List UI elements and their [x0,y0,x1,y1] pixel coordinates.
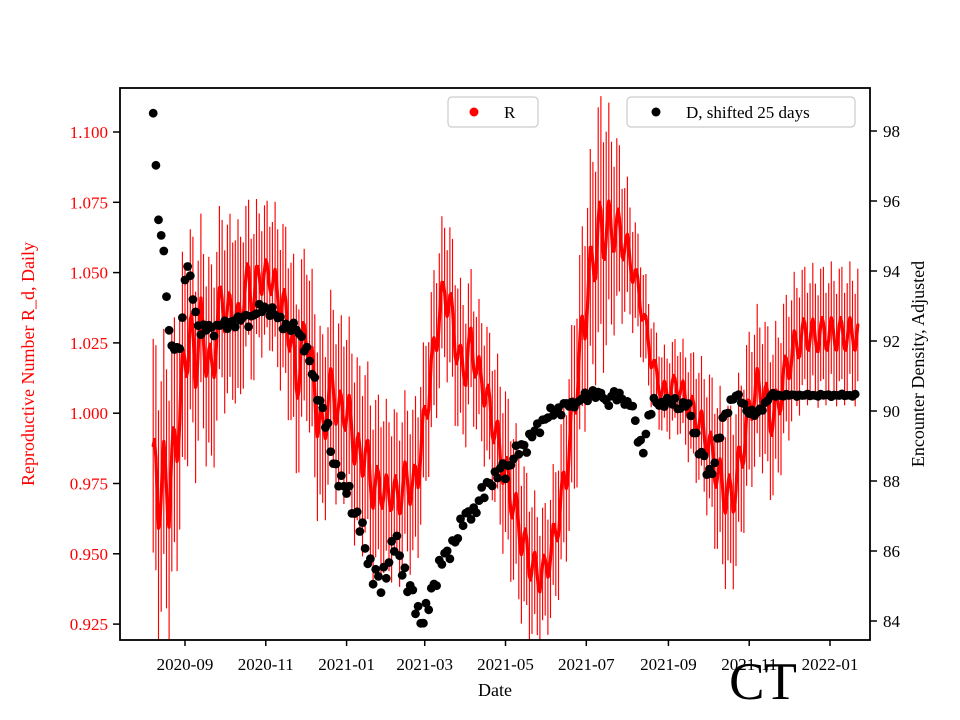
right-tick-label: 90 [883,402,900,421]
right-tick-label: 86 [883,542,900,561]
left-tick-label: 1.025 [70,334,108,353]
right-tick-label: 94 [883,262,901,281]
right-tick-label: 98 [883,122,900,141]
region-label: CT [729,653,797,711]
y-axis-label-left: Reproductive Number R_d, Daily [18,242,38,486]
x-tick-label: 2021-01 [318,655,375,674]
left-tick-label: 0.975 [70,475,108,494]
black-scatter-series [148,108,860,628]
left-tick-label: 1.100 [70,123,108,142]
x-tick-label: 2021-09 [640,655,697,674]
x-tick-label: 2022-01 [802,655,859,674]
x-tick-label: 2020-11 [238,655,294,674]
left-tick-label: 1.050 [70,264,108,283]
legend-r-frame [447,96,539,128]
plot-frame [119,87,871,641]
x-tick-label: 2021-07 [558,655,615,674]
legend-r-label: R [504,103,516,122]
right-tick-label: 96 [883,192,900,211]
left-tick-label: 0.925 [70,615,108,634]
left-tick-label: 1.000 [70,404,108,423]
legend-d: D, shifted 25 days [626,96,856,128]
x-axis-label: Date [478,680,512,700]
legend-d-label: D, shifted 25 days [686,103,810,122]
legend-r-marker-icon [469,107,479,117]
axis-ticks: 2020-09 2020-11 2021-01 2021-03 2021-05 2021-… [70,122,901,674]
right-tick-label: 84 [883,612,901,631]
y-axis-label-right: Encounter Density, Adjusted [908,261,928,467]
legend-r: R [447,96,539,128]
red-errorbar-series [152,96,859,640]
x-tick-label: 2021-05 [477,655,534,674]
left-tick-label: 1.075 [70,193,108,212]
x-tick-label: 2021-03 [396,655,453,674]
left-tick-label: 0.950 [70,545,108,564]
x-tick-label: 2021-11 [721,655,777,674]
legend-d-frame [626,96,856,128]
right-tick-label: 88 [883,472,900,491]
right-tick-label: 92 [883,332,900,351]
x-tick-label: 2020-09 [157,655,214,674]
legend-d-marker-icon [651,107,661,117]
